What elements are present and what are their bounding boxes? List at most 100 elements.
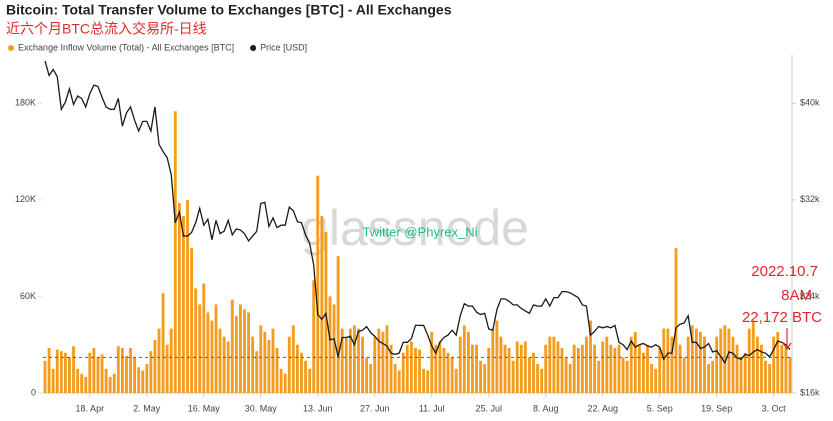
bar [678,344,682,393]
bar [780,344,784,393]
bar [84,376,88,393]
bar [454,368,458,393]
bar [275,347,279,393]
bar [751,320,755,393]
bar [743,352,747,393]
bar [727,328,731,393]
bar [55,349,59,393]
x-tick-label: 27. Jun [360,403,390,413]
bar [593,344,596,393]
bar [373,336,377,393]
bar [365,357,369,393]
bar [129,347,132,393]
bar [682,357,686,393]
bar [59,351,63,393]
bar [605,336,609,393]
bar [426,370,430,393]
bar [287,336,291,393]
y2-tick-label: $16k [800,387,820,397]
bar [108,376,112,393]
x-tick-label: 25. Jul [475,403,502,413]
bar [446,352,450,393]
bar [133,357,137,393]
bar [182,215,185,393]
bar [519,344,523,393]
bar [397,370,401,393]
bar [263,331,267,393]
bar [340,328,344,393]
bar [226,341,230,393]
bar [670,336,674,393]
bar [528,357,531,393]
bar [202,283,206,393]
bar [357,328,360,393]
bar [112,373,116,393]
bar [116,346,120,393]
bar [173,111,177,393]
legend-label: Price [USD] [260,42,307,52]
bar [348,328,352,393]
bar [658,347,662,393]
x-tick-label: 11. Jul [419,403,445,413]
bar [633,331,637,393]
annotation: 22,172 BTC [742,309,822,326]
chart-title: Bitcoin: Total Transfer Volume to Exchan… [6,2,452,18]
bar [405,344,409,393]
bar [641,352,645,393]
annotation: 2022.10.7 [751,263,818,280]
bar [560,347,564,393]
bar [536,364,540,393]
bar [198,304,202,393]
bar [495,320,499,393]
bar [344,336,348,393]
bar [479,360,483,393]
bar [328,296,332,393]
bar [719,328,723,393]
bar [690,325,694,393]
bar [291,325,295,393]
bar [499,336,503,393]
bar [784,347,788,393]
bar [145,364,149,393]
bar [194,288,198,393]
bar [788,357,792,393]
legend-marker [250,45,257,51]
bar [764,360,767,393]
bar [271,328,275,393]
bar [735,344,739,393]
bar [601,341,605,393]
bar [104,368,108,393]
bar [230,299,234,393]
bar [63,352,67,393]
bar [694,328,698,393]
bar [507,347,511,393]
bar [80,373,84,393]
bar [47,347,51,393]
annotation: 8AM [781,287,812,304]
x-tick-label: 19. Sep [701,403,732,413]
bar [239,304,242,393]
bar [259,325,263,393]
bar [731,336,735,393]
bar [222,336,226,393]
bar [747,328,751,393]
bar [711,360,715,393]
bar [523,341,527,393]
bar [768,364,772,393]
bar [336,256,340,393]
x-tick-label: 30. May [245,403,278,413]
bar [218,328,222,393]
bar [92,347,96,393]
bar [267,339,271,393]
y2-tick-label: $32k [800,194,820,204]
bar [662,328,666,393]
bar [149,351,153,393]
bar [646,344,649,393]
bar [88,352,92,393]
chart-subtitle: 近六个月BTC总流入交易所-日线 [6,21,207,37]
bar [51,368,55,393]
bar [279,368,283,393]
bar [772,336,776,393]
bar [450,357,454,393]
